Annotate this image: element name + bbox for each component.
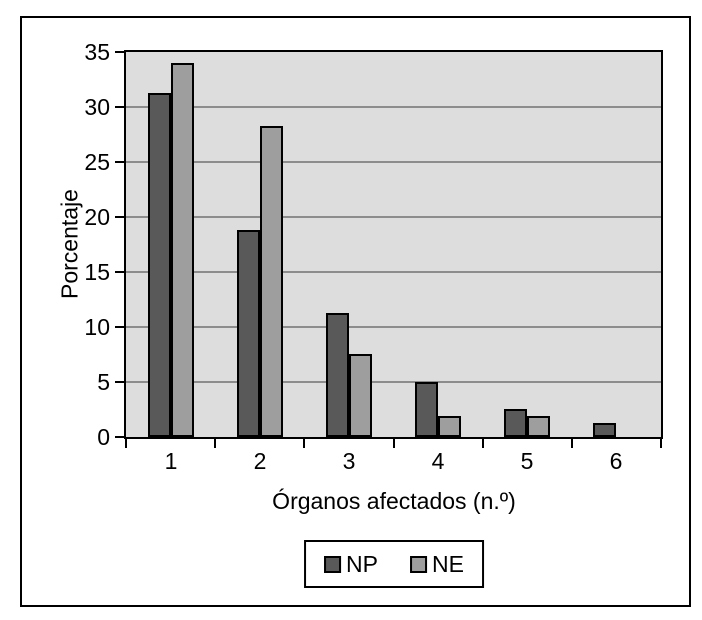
gridline-15 [126,271,661,273]
plot-area [124,50,663,439]
gridline-25 [126,161,661,163]
legend-swatch-ne [410,555,427,573]
bar-ne-3 [349,354,372,437]
bar-np-3 [326,313,349,437]
legend-label-np: NP [346,551,378,577]
bar-np-6 [593,423,616,437]
x-tick-2 [303,439,305,448]
y-tick-0 [115,436,124,438]
bar-np-1 [148,93,171,437]
y-tick-5 [115,381,124,383]
y-tick-label-5: 5 [97,369,110,395]
legend-label-ne: NE [432,551,464,577]
x-tick-label-2: 2 [253,448,267,474]
gridline-30 [126,106,661,108]
x-axis-title: Órganos afectados (n.º) [272,488,516,514]
bar-ne-5 [527,416,550,437]
x-tick-3 [393,439,395,448]
y-tick-label-35: 35 [84,39,110,65]
x-tick-label-4: 4 [431,448,445,474]
x-tick-0 [125,439,127,448]
x-tick-label-5: 5 [520,448,534,474]
x-tick-6 [660,439,662,448]
legend-item-ne: NE [410,552,464,576]
bar-ne-1 [171,63,194,437]
y-tick-label-25: 25 [84,149,110,175]
y-tick-label-0: 0 [97,424,110,450]
x-tick-label-3: 3 [342,448,356,474]
legend-swatch-np [324,555,342,573]
bar-np-5 [504,409,527,437]
bar-ne-4 [438,416,461,437]
bar-np-2 [237,230,260,437]
y-tick-25 [115,161,124,163]
y-tick-35 [115,51,124,53]
legend-item-np: NP [324,552,378,576]
y-tick-15 [115,271,124,273]
bar-ne-2 [260,126,283,437]
x-tick-1 [214,439,216,448]
y-axis-title: Porcentaje [56,189,83,299]
y-tick-label-30: 30 [84,94,110,120]
figure-frame [20,16,691,607]
x-tick-4 [482,439,484,448]
gridline-5 [126,381,661,383]
y-tick-label-10: 10 [84,314,110,340]
x-tick-5 [571,439,573,448]
y-tick-10 [115,326,124,328]
y-tick-30 [115,106,124,108]
y-tick-label-15: 15 [84,259,110,285]
legend: NP NE [304,540,484,588]
y-tick-20 [115,216,124,218]
x-tick-label-1: 1 [164,448,178,474]
bar-np-4 [415,382,438,437]
gridline-20 [126,216,661,218]
x-tick-label-6: 6 [609,448,623,474]
y-tick-label-20: 20 [84,204,110,230]
gridline-10 [126,326,661,328]
